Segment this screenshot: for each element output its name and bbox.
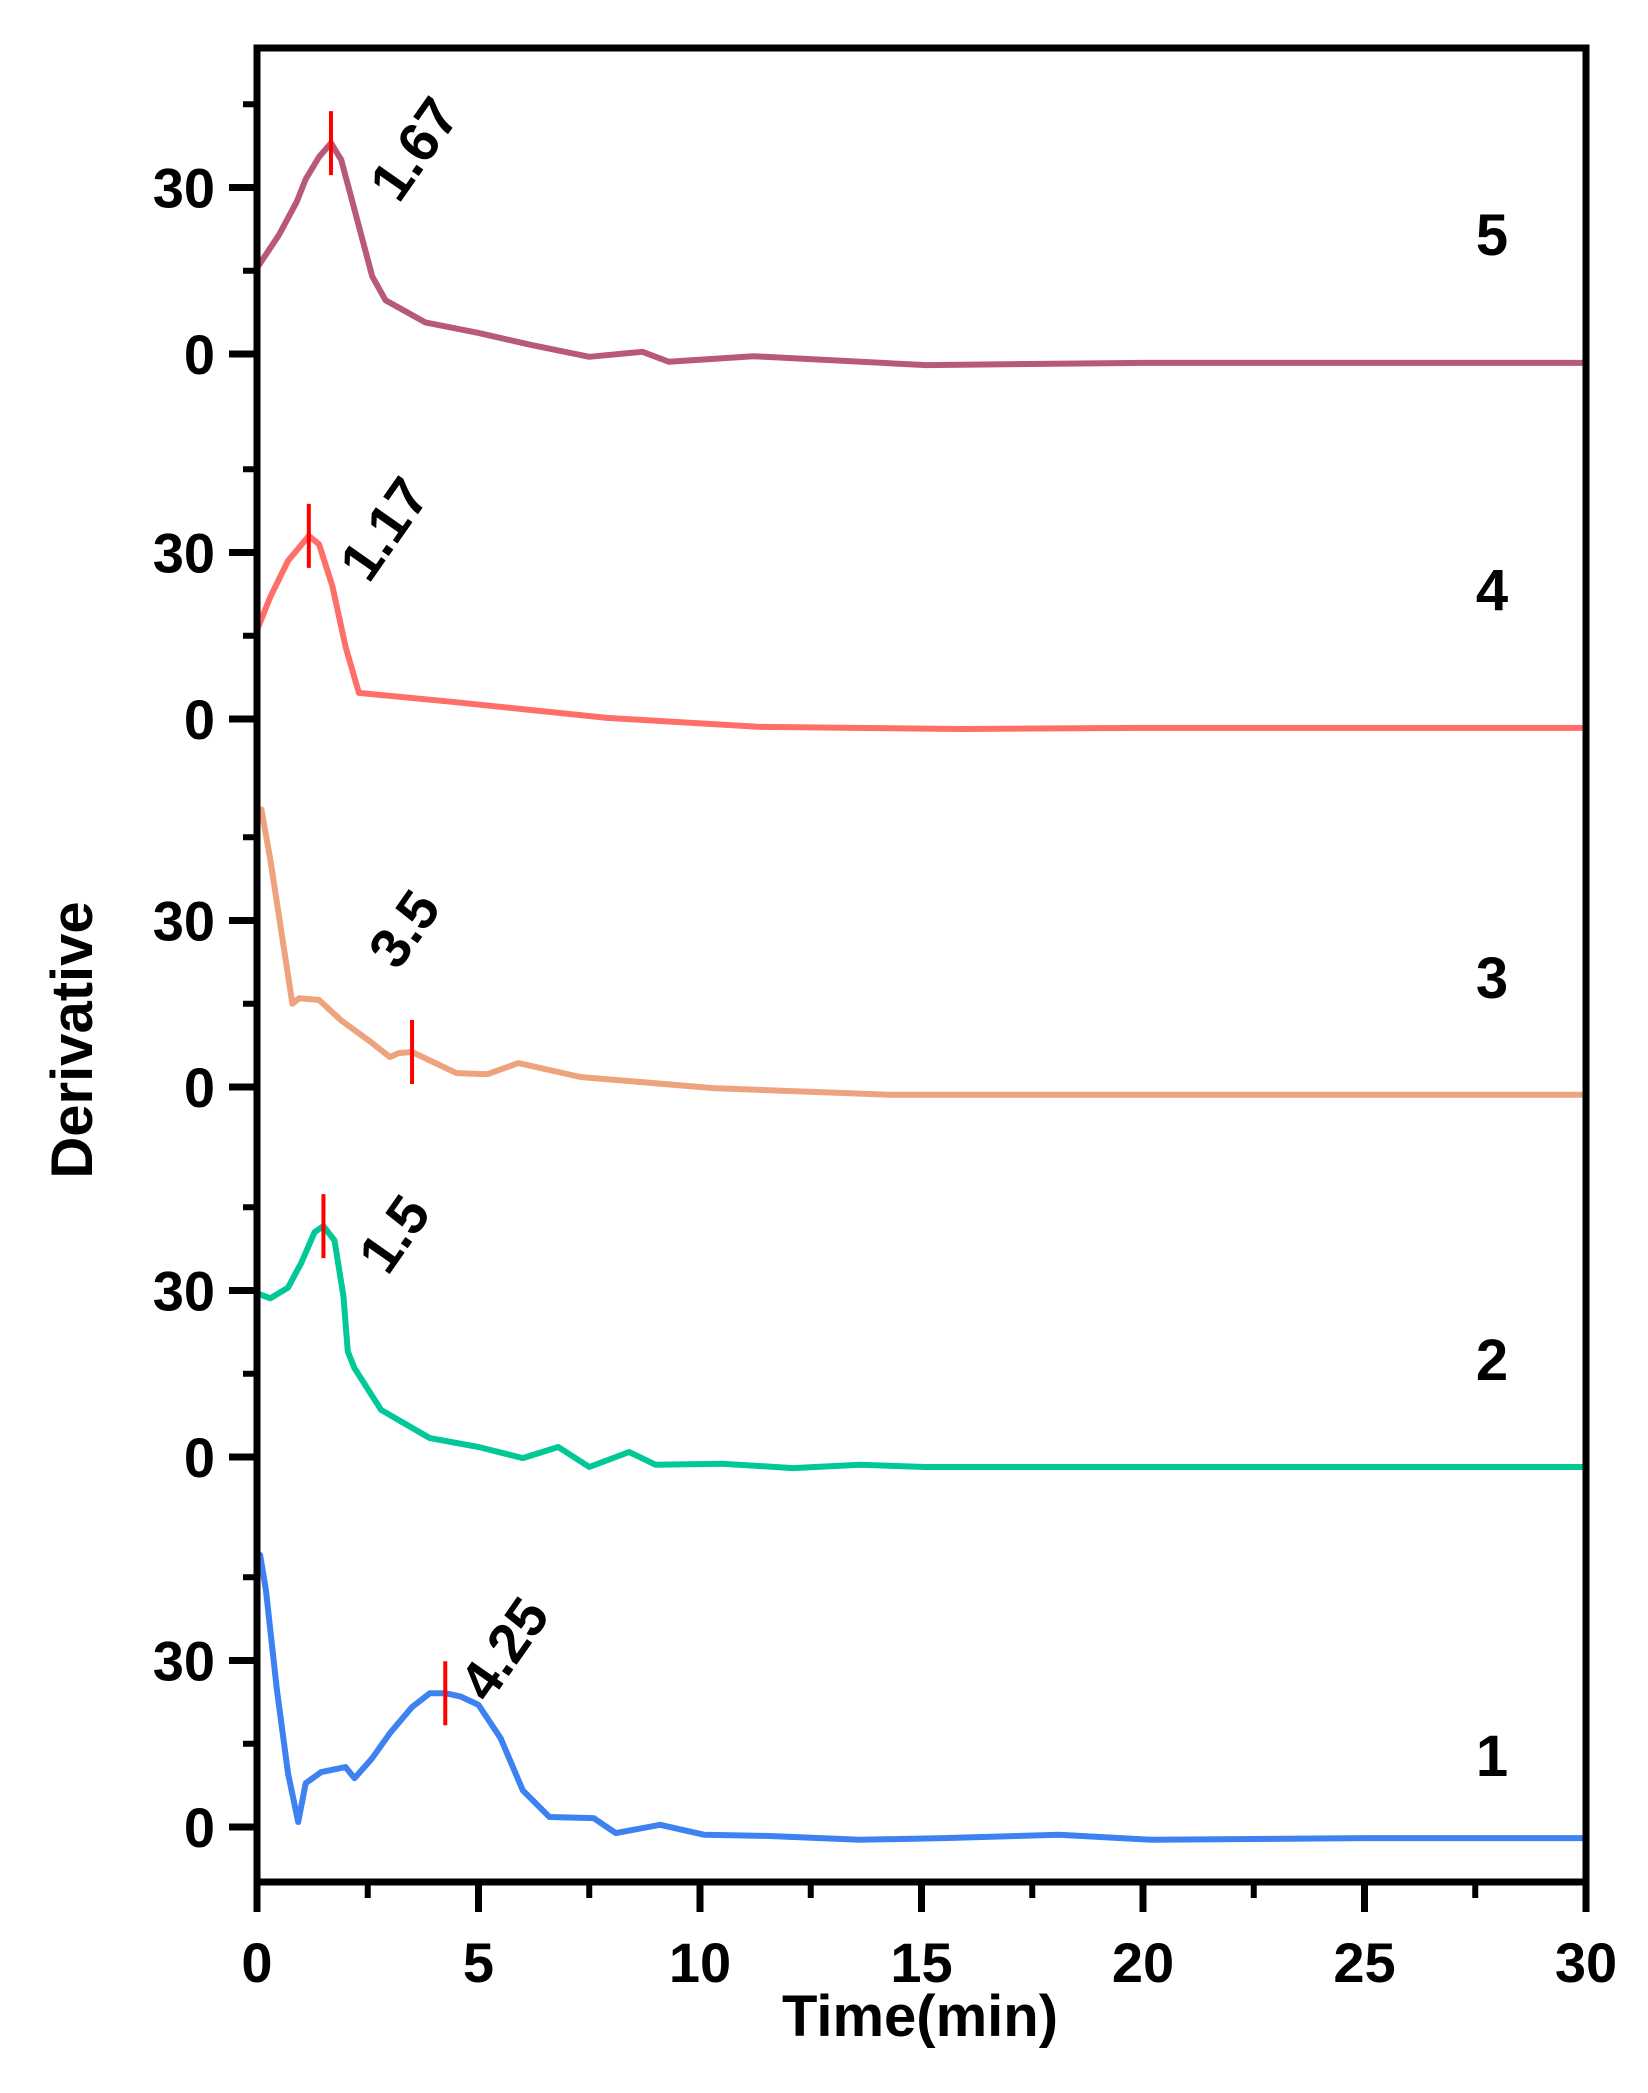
axes-frame [253,44,1590,1886]
y-tick-label: 30 [153,890,215,953]
plot-frame [253,44,1590,1886]
y-tick-label: 30 [153,157,215,220]
y-tick-label: 0 [184,1796,215,1859]
axis-ticks [229,101,1590,1912]
series-4-line [254,532,1589,732]
x-tick-label: 0 [241,1931,272,1994]
x-tick-label: 20 [1112,1931,1174,1994]
series-number-label-4: 4 [1476,558,1508,623]
series-layer [254,140,1589,1843]
peak-label-3: 3.5 [356,879,452,979]
y-tick-label: 30 [153,1630,215,1693]
y-tick-label: 30 [153,1260,215,1323]
y-tick-label: 0 [184,688,215,751]
peak-label-2: 1.5 [346,1184,442,1284]
series-number-label-5: 5 [1476,203,1508,268]
peak-label-5: 1.67 [357,86,471,211]
x-tick-label: 5 [463,1931,494,1994]
x-tick-label: 30 [1555,1931,1617,1994]
y-tick-label: 0 [184,1056,215,1119]
peak-markers [306,111,448,1726]
y-tick-label: 30 [153,522,215,585]
peak-label-1: 4.25 [447,1586,561,1711]
series-number-label-3: 3 [1476,946,1508,1011]
series-3-line [258,806,1589,1098]
y-tick-label: 0 [184,323,215,386]
peak-label-4: 1.17 [327,466,441,591]
series-1-line [257,1552,1589,1843]
y-axis-label: Derivative [40,901,105,1178]
series-number-label-2: 2 [1476,1328,1508,1393]
series-2-line [254,1223,1589,1472]
x-tick-label: 10 [669,1931,731,1994]
y-tick-label: 0 [184,1426,215,1489]
series-number-label-1: 1 [1476,1724,1508,1789]
x-tick-label: 15 [890,1931,952,1994]
x-tick-label: 25 [1333,1931,1395,1994]
series-5-line [254,140,1589,369]
x-axis-label: Time(min) [782,1984,1058,2049]
